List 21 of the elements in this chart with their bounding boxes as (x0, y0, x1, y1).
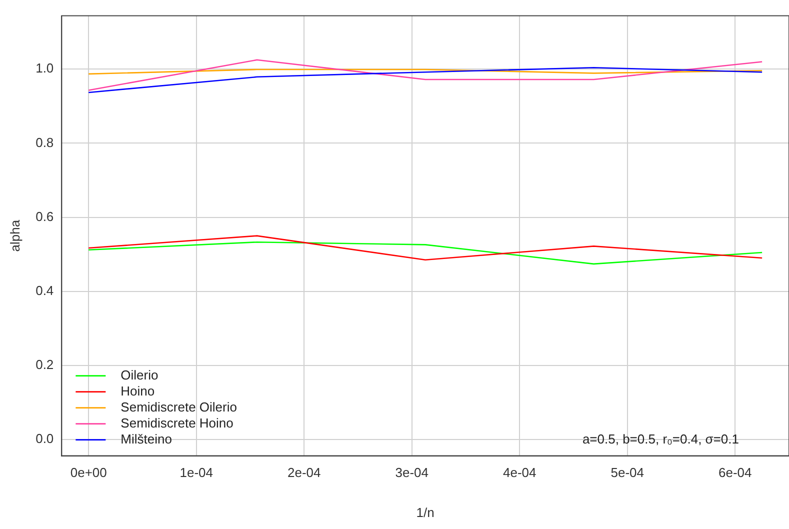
y-tick-label: 0.6 (36, 208, 54, 224)
x-tick-label: 0e+00 (70, 465, 107, 480)
x-tick-label: 3e-04 (395, 465, 428, 480)
x-axis-title: 1/n (416, 504, 434, 520)
annotation: a=0.5, b=0.5, r₀=0.4, σ=0.1 (582, 431, 739, 446)
y-tick-label: 0.0 (36, 431, 54, 446)
x-tick-label: 5e-04 (610, 465, 644, 480)
legend-label: Semidiscrete Oilerio (120, 399, 237, 414)
y-tick-label: 0.2 (36, 357, 54, 372)
y-tick-label: 0.4 (36, 282, 54, 298)
x-tick-label: 2e-04 (287, 465, 321, 480)
x-tick-label: 6e-04 (718, 465, 752, 480)
legend-label: Semidiscrete Hoino (120, 415, 234, 430)
legend-label: Hoino (120, 383, 155, 398)
y-tick-label: 1.0 (36, 60, 54, 76)
legend-label: Milšteino (120, 431, 172, 446)
y-axis-title: alpha (7, 219, 22, 252)
x-tick-label: 4e-04 (502, 465, 536, 480)
y-tick-label: 0.8 (36, 134, 54, 150)
x-tick-label: 1e-04 (180, 465, 213, 480)
legend-label: Oilerio (120, 367, 158, 382)
